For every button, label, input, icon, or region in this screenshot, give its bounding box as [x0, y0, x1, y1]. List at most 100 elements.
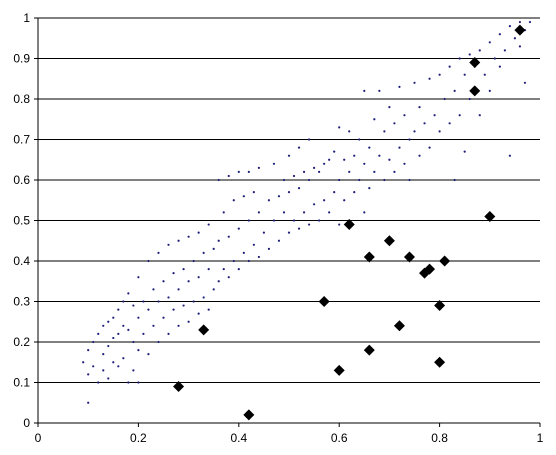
dot-point [172, 308, 175, 311]
dot-point [202, 296, 205, 299]
dot-point [107, 377, 110, 380]
diamond-point [403, 251, 415, 263]
dot-point [328, 158, 331, 161]
dot-point [237, 170, 240, 173]
dot-point [247, 259, 250, 263]
dot-point [147, 308, 150, 311]
dot-point [132, 304, 135, 307]
dot-point [167, 243, 170, 246]
dot-point [297, 187, 301, 190]
x-tick-label: 0.6 [331, 431, 348, 445]
dot-point [503, 49, 506, 52]
dot-point [102, 369, 105, 372]
dot-point [87, 373, 90, 376]
tick-marks [34, 17, 541, 427]
dot-point [458, 57, 461, 60]
dot-point [82, 361, 85, 364]
dot-point [147, 259, 150, 263]
y-tick-labels: 0 0.1 0.2 0.3 0.4 0.5 0.6 0.7 0.8 0.9 1 [13, 11, 30, 430]
x-tick-label: 0 [35, 431, 42, 445]
dot-point [338, 126, 341, 129]
dot-point [388, 106, 391, 109]
dot-point [107, 320, 110, 323]
dot-point [127, 381, 130, 384]
dot-point [252, 243, 255, 246]
dot-point [343, 199, 346, 202]
dot-point [257, 166, 260, 169]
dot-point [197, 231, 200, 234]
dot-point [247, 219, 250, 222]
dot-point [112, 316, 115, 319]
dot-point [262, 231, 265, 234]
dot-point [353, 191, 356, 194]
dot-point [398, 146, 401, 149]
dot-point [478, 114, 481, 117]
dot-point [348, 130, 351, 133]
dot-point [353, 154, 356, 157]
x-tick-label: 0.4 [230, 431, 247, 445]
diamond-point [424, 263, 436, 275]
dot-point [518, 20, 522, 24]
dot-point [428, 77, 431, 80]
dot-point [403, 114, 406, 117]
y-tick-label: 0.9 [13, 52, 30, 66]
dot-point [463, 150, 466, 153]
dot-point [318, 170, 321, 173]
dot-point [122, 357, 125, 360]
dot-point [363, 162, 366, 165]
diamond-point [173, 381, 185, 393]
diamond-point [363, 251, 375, 263]
dot-point [438, 130, 441, 133]
dot-point [518, 45, 522, 48]
dot-point [388, 158, 391, 161]
dot-point [132, 340, 135, 344]
dot-point [358, 178, 361, 182]
dot-point [242, 251, 245, 254]
dot-point [508, 154, 511, 157]
dot-point [192, 259, 195, 263]
dot-point [428, 146, 431, 149]
dot-point [307, 138, 311, 141]
dot-point [202, 251, 205, 254]
dot-point [343, 158, 346, 161]
dot-point [493, 57, 496, 60]
dot-point [453, 178, 456, 182]
y-tick-label: 0.1 [13, 376, 30, 390]
dot-point [433, 114, 436, 117]
dot-point [393, 122, 396, 125]
dot-point [252, 191, 255, 194]
dot-point [393, 170, 396, 173]
data-points [82, 20, 532, 421]
dot-point [408, 138, 411, 141]
diamond-point [393, 320, 405, 332]
dot-point [272, 162, 276, 165]
dot-point [483, 73, 486, 76]
dot-point [212, 288, 215, 291]
y-tick-label: 0.6 [13, 173, 30, 187]
dot-point [177, 239, 180, 242]
diamond-point [318, 296, 330, 307]
y-tick-label: 0 [23, 416, 30, 430]
dot-point [152, 288, 155, 291]
dot-point [292, 174, 296, 178]
dot-point [152, 324, 155, 327]
diamond-point [243, 409, 255, 421]
dot-point [272, 219, 276, 222]
dot-point [418, 154, 421, 157]
dot-point [257, 255, 260, 259]
dot-point [112, 336, 115, 340]
dot-point [137, 276, 140, 279]
dot-point [413, 130, 416, 133]
dot-point [323, 199, 326, 202]
dot-point [237, 268, 240, 271]
dot-point [182, 268, 185, 271]
dot-point [92, 365, 95, 368]
dot-point [478, 49, 481, 52]
dot-point [368, 187, 371, 190]
dot-point [383, 130, 386, 133]
dot-point [513, 37, 517, 40]
dot-point [448, 122, 451, 125]
dot-point [528, 20, 532, 24]
dot-point [167, 296, 170, 299]
